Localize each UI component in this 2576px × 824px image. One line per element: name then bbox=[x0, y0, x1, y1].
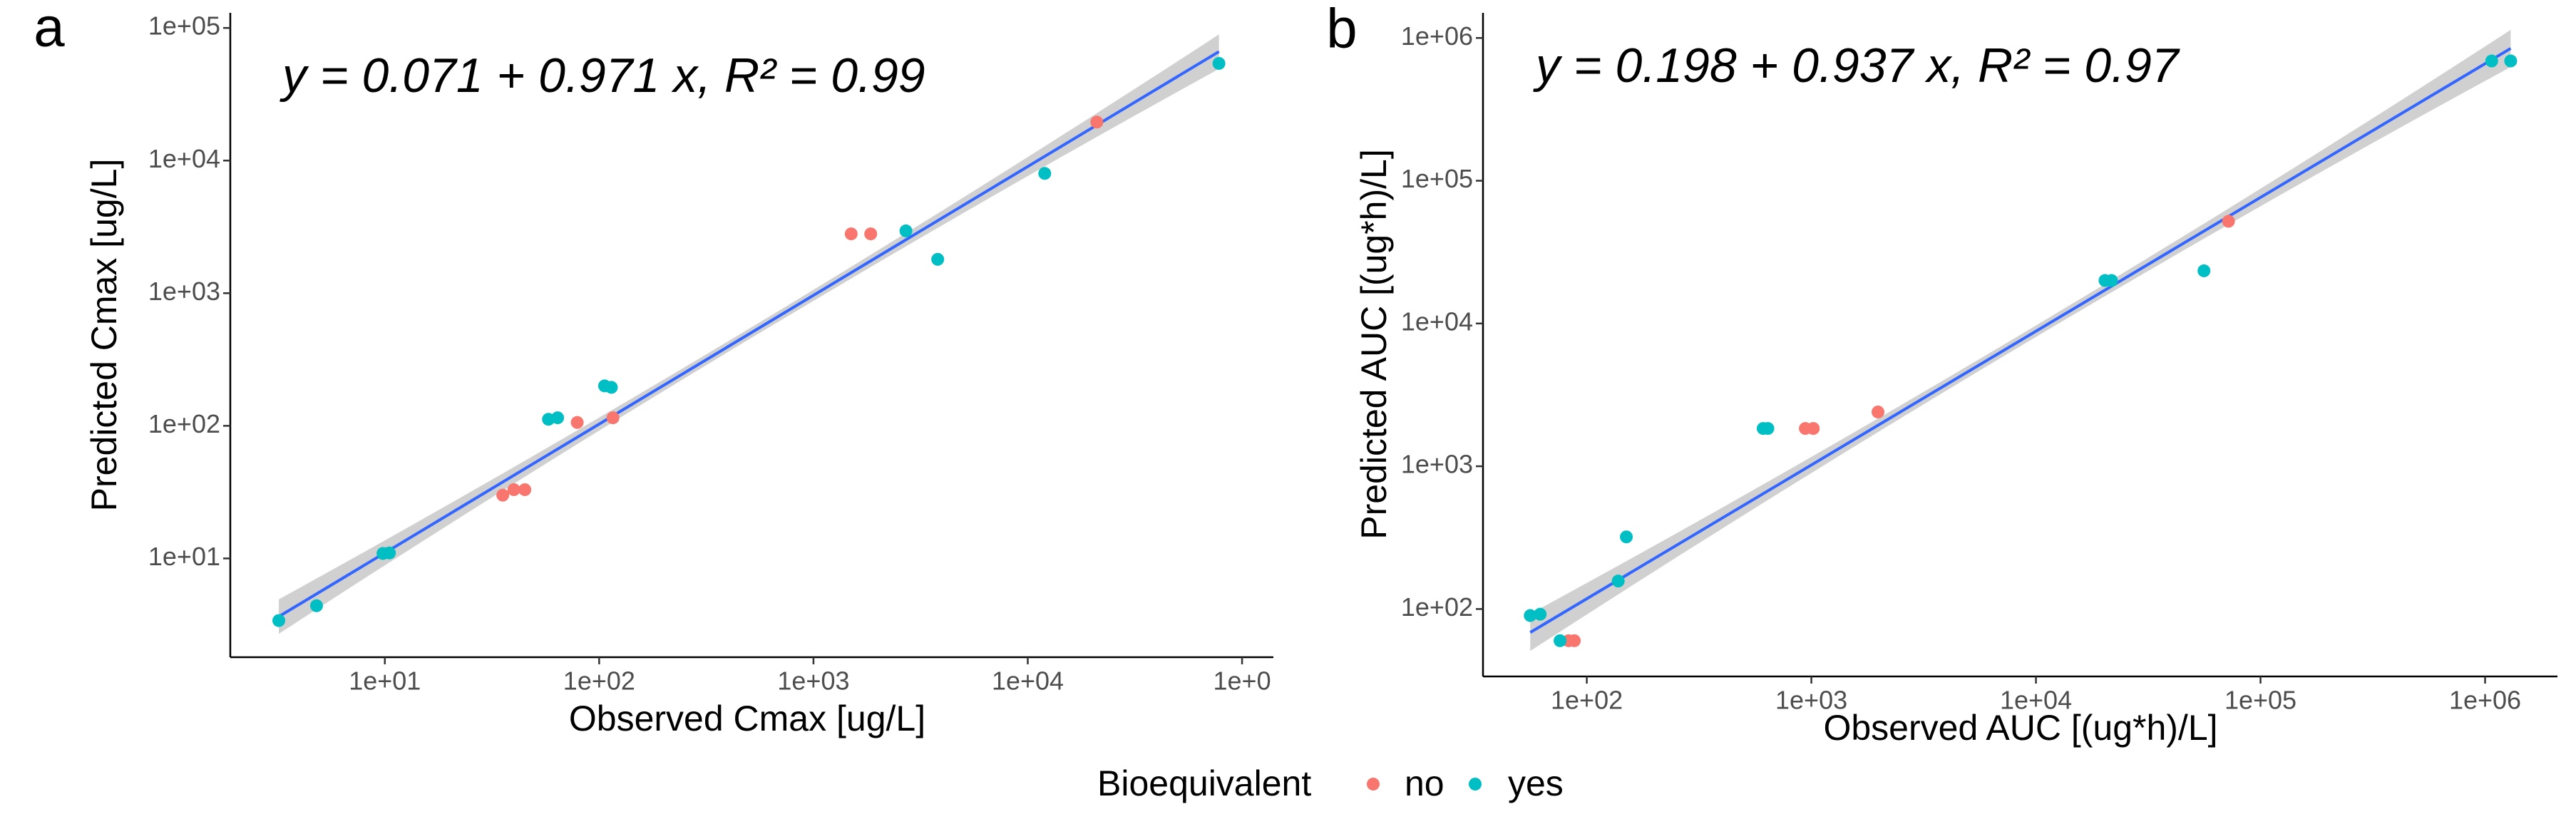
legend-label: yes bbox=[1508, 763, 1564, 803]
panel-label: b bbox=[1326, 0, 1357, 60]
panel-label: a bbox=[34, 0, 65, 58]
y-tick-label: 1e+04 bbox=[1401, 307, 1473, 336]
legend-swatch bbox=[1469, 778, 1482, 790]
y-tick-label: 1e+05 bbox=[148, 11, 220, 41]
x-tick-label: 1e+04 bbox=[992, 666, 1064, 696]
legend-swatch bbox=[1367, 778, 1380, 790]
point bbox=[2485, 54, 2498, 68]
point bbox=[1554, 634, 1567, 647]
y-tick-label: 1e+03 bbox=[148, 277, 220, 306]
point bbox=[2197, 264, 2211, 277]
point bbox=[496, 488, 510, 502]
x-tick-label: 1e+02 bbox=[563, 666, 635, 696]
annotation: y = 0.071 + 0.971 x, R² = 0.99 bbox=[279, 48, 925, 103]
legend-title: Bioequivalent bbox=[1097, 763, 1311, 803]
point bbox=[383, 546, 396, 560]
point bbox=[1524, 609, 1537, 622]
y-axis-title: Predicted AUC [(ug*h)/L] bbox=[1354, 149, 1394, 540]
point bbox=[272, 614, 286, 627]
x-tick-label: 1e+02 bbox=[1551, 686, 1623, 715]
y-tick-label: 1e+05 bbox=[1401, 164, 1473, 193]
y-tick-label: 1e+02 bbox=[148, 409, 220, 438]
point bbox=[864, 227, 878, 241]
point bbox=[518, 483, 532, 496]
point bbox=[1620, 530, 1633, 544]
x-tick-label: 1e+03 bbox=[1775, 686, 1847, 715]
point bbox=[551, 411, 565, 425]
point bbox=[1038, 167, 1052, 180]
y-axis-title: Predicted Cmax [ug/L] bbox=[84, 159, 124, 512]
fit-line bbox=[278, 50, 1220, 618]
point bbox=[507, 483, 520, 496]
y-tick-label: 1e+03 bbox=[1401, 450, 1473, 479]
x-tick-label: 1e+01 bbox=[349, 666, 421, 696]
point bbox=[899, 224, 913, 237]
x-tick-label: 1e+04 bbox=[2000, 686, 2072, 715]
x-tick-label: 1e+0 bbox=[1213, 666, 1271, 696]
point bbox=[1568, 634, 1581, 647]
fit-line bbox=[1529, 47, 2512, 634]
point bbox=[309, 599, 323, 612]
point bbox=[931, 252, 945, 266]
point bbox=[844, 227, 858, 241]
point bbox=[605, 381, 618, 394]
x-tick-label: 1e+03 bbox=[777, 666, 849, 696]
x-axis-title: Observed AUC [(ug*h)/L] bbox=[1823, 708, 2217, 748]
point bbox=[1807, 422, 1820, 436]
x-tick-label: 1e+05 bbox=[2225, 686, 2297, 715]
point bbox=[2504, 54, 2518, 68]
legend-label: no bbox=[1405, 763, 1444, 803]
point bbox=[2105, 274, 2118, 287]
y-tick-label: 1e+04 bbox=[148, 144, 220, 173]
annotation: y = 0.198 + 0.937 x, R² = 0.97 bbox=[1533, 38, 2180, 93]
point bbox=[1534, 607, 1547, 621]
point bbox=[1212, 56, 1226, 70]
point bbox=[1872, 405, 1885, 418]
y-tick-label: 1e+01 bbox=[148, 542, 220, 571]
x-axis-title: Observed Cmax [ug/L] bbox=[569, 699, 925, 738]
y-tick-label: 1e+02 bbox=[1401, 592, 1473, 622]
point bbox=[1090, 115, 1104, 129]
point bbox=[2222, 215, 2235, 228]
point bbox=[1761, 422, 1775, 436]
point bbox=[570, 416, 584, 429]
point bbox=[1611, 575, 1625, 588]
x-tick-label: 1e+06 bbox=[2449, 686, 2521, 715]
point bbox=[606, 411, 620, 425]
y-tick-label: 1e+06 bbox=[1401, 21, 1473, 51]
